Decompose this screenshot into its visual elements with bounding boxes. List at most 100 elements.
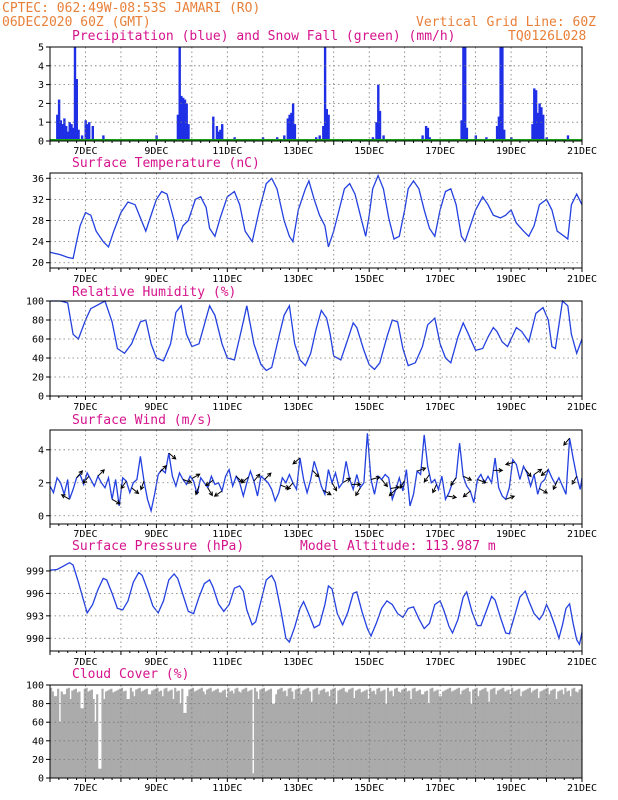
cloud-bar-90 (209, 687, 212, 778)
precip-bar-1 (57, 99, 61, 141)
cloud-bar-148 (312, 689, 315, 778)
wind-arrow-48 (540, 469, 549, 477)
cloud-bar-78 (188, 689, 191, 778)
cloud-bar-163 (339, 689, 342, 778)
wind-arrow-46 (533, 468, 543, 475)
precip-bar-17 (91, 126, 94, 141)
cloud-bar-278 (542, 689, 546, 778)
cloud-bar-279 (544, 688, 547, 778)
wind-arrow-14 (204, 479, 214, 487)
wind-arrow-40 (462, 490, 471, 498)
cloud-bar-56 (149, 694, 152, 778)
precip-bar-8 (70, 124, 73, 141)
cloud-bar-169 (349, 688, 352, 778)
cloud-bar-285 (555, 699, 558, 778)
cloud-bar-24 (92, 699, 95, 778)
cloud-bar-144 (305, 688, 308, 778)
cloud-bar-134 (287, 688, 290, 778)
x-tick-label: 17DEC (425, 783, 455, 794)
cloud-bar-94 (216, 688, 219, 778)
wind-arrow-35 (423, 474, 430, 483)
cloud-bar-142 (301, 690, 304, 778)
cloud-bar-178 (365, 689, 368, 778)
cloud-bar-83 (197, 689, 200, 778)
cloud-bar-108 (241, 689, 244, 778)
x-tick-label: 9DEC (144, 657, 168, 668)
cloud-bar-290 (564, 687, 567, 778)
x-tick-label: 15DEC (354, 402, 384, 413)
precip-bar-60 (382, 135, 385, 141)
cloud-bar-117 (257, 699, 260, 778)
header-date-line: 06DEC2020 60Z (GMT) (2, 15, 151, 30)
cloud-bar-123 (268, 689, 271, 778)
x-tick-label: 17DEC (425, 529, 455, 540)
x-tick-label: 13DEC (283, 657, 313, 668)
cloud-bar-153 (321, 689, 324, 778)
precip-bar-48 (318, 135, 321, 141)
cloud-bar-159 (331, 688, 335, 778)
x-tick-label: 17DEC (425, 657, 455, 668)
precip-bar-75 (495, 126, 499, 141)
cloud-bar-248 (489, 689, 492, 778)
y-tick-label: 2 (38, 99, 44, 110)
wind-arrow-18 (253, 473, 261, 482)
cloud-bar-26 (96, 694, 99, 778)
x-tick-label: 7DEC (73, 402, 97, 413)
cloud-bar-233 (463, 689, 466, 778)
x-tick-label: 11DEC (212, 657, 242, 668)
cloud-bar-287 (558, 690, 562, 778)
cloud-bar-253 (498, 689, 501, 778)
cloud-bar-204 (411, 688, 414, 778)
precip-bar-71 (464, 47, 467, 141)
cloud-bar-113 (250, 689, 253, 778)
y-tick-label: 0 (38, 511, 44, 522)
cloud-bar-166 (344, 691, 347, 778)
wind-arrow-3 (97, 469, 105, 477)
cloud-bar-231 (459, 694, 462, 778)
cloud-bar-133 (285, 696, 289, 778)
wind-arrow-7 (139, 480, 145, 491)
wind-arrow-49 (552, 480, 558, 491)
cloud-bar-184 (376, 688, 379, 778)
cloud-bar-97 (222, 690, 225, 778)
cloud-bar-154 (323, 688, 326, 778)
precip-bar-81 (531, 124, 534, 141)
cloud-bar-152 (319, 690, 322, 778)
x-tick-label: 15DEC (354, 657, 384, 668)
cloud-bar-155 (324, 692, 328, 778)
precip-bar-41 (283, 135, 286, 141)
cloud-bar-221 (441, 691, 445, 778)
cloud-bar-25 (94, 722, 97, 778)
x-tick-label: 15DEC (354, 274, 384, 285)
wind-arrow-19 (264, 472, 272, 480)
cloud-bar-89 (207, 688, 210, 778)
cloud-bar-54 (145, 688, 148, 778)
precip-bar-18 (102, 135, 105, 141)
x-tick-label: 9DEC (144, 529, 168, 540)
cloud-bar-88 (206, 689, 209, 778)
cloud-bar-57 (151, 690, 154, 778)
pressure-title: Surface Pressure (hPa) (72, 539, 244, 554)
cloud-bar-96 (220, 692, 223, 778)
cloud-bar-65 (165, 687, 168, 778)
cloud-bar-119 (261, 688, 264, 778)
cloud-bar-209 (420, 694, 423, 778)
cloud-bar-51 (140, 691, 143, 778)
cloud-bar-137 (292, 699, 296, 778)
cloud-bar-39 (119, 688, 122, 778)
cloud-bar-168 (347, 689, 351, 778)
cloud-bar-175 (360, 692, 363, 778)
cloud-bar-220 (440, 696, 443, 778)
wind-arrow-25 (331, 482, 338, 492)
cloud-bar-14 (74, 688, 77, 778)
precip-bar-25 (180, 95, 183, 141)
cloud-bar-263 (516, 689, 519, 778)
cloud-bar-265 (519, 696, 523, 778)
x-tick-label: 19DEC (496, 274, 526, 285)
cloud-bar-21 (87, 691, 90, 778)
cloud-bar-252 (496, 690, 500, 778)
x-tick-label: 19DEC (496, 529, 526, 540)
precip-bar-63 (421, 135, 424, 141)
precip-bar-65 (426, 127, 430, 141)
cloud-bar-296 (574, 691, 578, 778)
